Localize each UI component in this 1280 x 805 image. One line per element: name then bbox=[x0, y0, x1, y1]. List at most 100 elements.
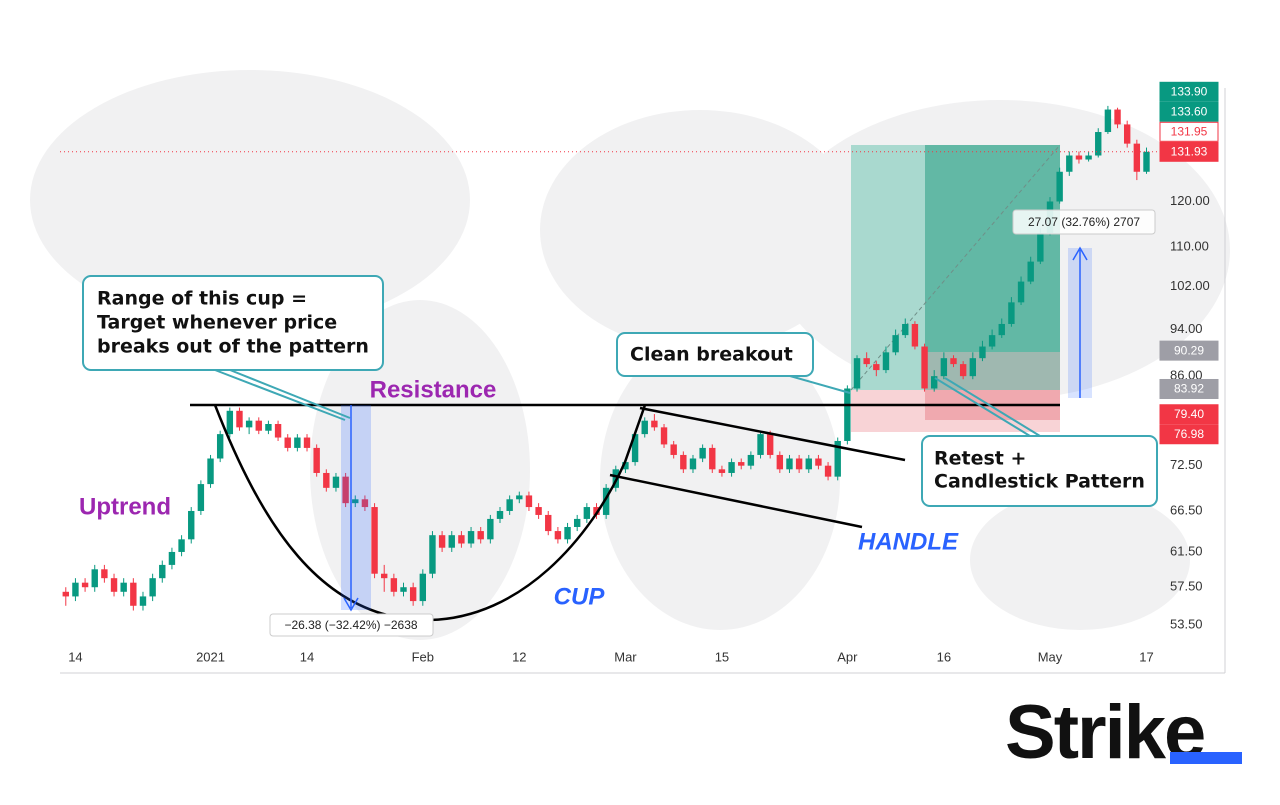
candle-body bbox=[882, 352, 890, 371]
candle-body bbox=[738, 462, 745, 466]
x-tick-label: Apr bbox=[837, 649, 858, 664]
candle-body bbox=[950, 358, 957, 365]
candle-body bbox=[940, 358, 948, 377]
callout-box bbox=[921, 435, 1158, 507]
candle-body bbox=[255, 420, 262, 431]
x-tick-label: 16 bbox=[937, 649, 951, 664]
candle-body bbox=[506, 499, 513, 511]
candle-body bbox=[274, 423, 282, 438]
candle-body bbox=[159, 564, 166, 579]
candle-body bbox=[1037, 233, 1044, 262]
callout-text: Clean breakout bbox=[630, 344, 793, 366]
candle-body bbox=[429, 535, 436, 574]
x-tick-label: Feb bbox=[412, 649, 434, 664]
price-label-box bbox=[1159, 81, 1219, 102]
candle-body bbox=[979, 346, 986, 359]
x-tick-label: Mar bbox=[614, 649, 637, 664]
candle-body bbox=[245, 420, 253, 428]
price-label: 76.98 bbox=[1174, 427, 1204, 441]
handle-lower bbox=[609, 473, 863, 529]
callout-pointer bbox=[944, 377, 1041, 437]
candle-body bbox=[593, 507, 600, 515]
candle-body bbox=[699, 447, 706, 459]
price-label: 133.90 bbox=[1171, 84, 1208, 98]
candle-body bbox=[1104, 109, 1112, 133]
candle-body bbox=[458, 535, 465, 544]
price-label: 83.92 bbox=[1174, 382, 1204, 396]
candle-body bbox=[168, 551, 176, 565]
candle-body bbox=[120, 582, 127, 592]
candle-body bbox=[342, 476, 349, 504]
candle-body bbox=[323, 472, 330, 488]
candle-body bbox=[81, 582, 89, 588]
candle-body bbox=[651, 420, 658, 428]
y-tick-label: 94.00 bbox=[1170, 321, 1203, 336]
callout-pointer bbox=[789, 375, 851, 394]
candle-body bbox=[709, 447, 716, 470]
candle-body bbox=[670, 444, 677, 455]
candles bbox=[62, 105, 1150, 611]
price-label: 79.40 bbox=[1174, 407, 1204, 421]
candle-body bbox=[969, 358, 977, 377]
logo-accent bbox=[1170, 752, 1242, 764]
candle-body bbox=[525, 495, 533, 508]
candle-body bbox=[583, 507, 591, 519]
callout-text: Target whenever price bbox=[97, 312, 337, 334]
price-label-box bbox=[1159, 340, 1219, 361]
price-label: 131.93 bbox=[1171, 144, 1208, 158]
candle-body bbox=[805, 458, 812, 470]
candle-body bbox=[824, 465, 832, 477]
callout-text: breaks out of the pattern bbox=[97, 336, 369, 358]
y-tick-label: 110.00 bbox=[1170, 239, 1209, 254]
target-zone-gray bbox=[925, 352, 1060, 390]
candle-body bbox=[718, 469, 726, 473]
candle-body bbox=[680, 454, 687, 470]
candle-body bbox=[602, 487, 610, 515]
price-label: 90.29 bbox=[1174, 343, 1204, 357]
candle-body bbox=[873, 364, 880, 371]
candle-body bbox=[747, 454, 755, 466]
candle-body bbox=[110, 578, 118, 592]
y-tick-label: 72.50 bbox=[1170, 457, 1203, 472]
position-tool bbox=[850, 144, 1061, 432]
candle-body bbox=[149, 578, 156, 597]
candle-body bbox=[564, 526, 571, 540]
candle-body bbox=[303, 437, 311, 448]
candle-body bbox=[294, 437, 301, 448]
candle-body bbox=[622, 462, 629, 470]
x-tick-label: 14 bbox=[300, 649, 314, 664]
candle-body bbox=[265, 423, 272, 431]
y-tick-label: 57.50 bbox=[1170, 579, 1203, 594]
candle-body bbox=[207, 458, 214, 485]
price-label-box bbox=[1159, 404, 1219, 425]
x-tick-label: 15 bbox=[715, 649, 729, 664]
price-label-box bbox=[1159, 121, 1219, 142]
candle-body bbox=[62, 591, 69, 597]
price-label-box bbox=[1159, 141, 1219, 162]
y-tick-label: 120.00 bbox=[1170, 193, 1210, 208]
candle-body bbox=[188, 510, 195, 540]
candle-body bbox=[892, 335, 899, 353]
candle-body bbox=[1095, 132, 1102, 156]
callout-pointer bbox=[934, 377, 1031, 437]
price-label-box bbox=[1159, 424, 1219, 445]
candle-body bbox=[236, 410, 243, 428]
candle-body bbox=[313, 447, 320, 473]
candle-body bbox=[1123, 124, 1131, 144]
candle-body bbox=[438, 535, 446, 548]
candle-body bbox=[631, 434, 639, 463]
candle-body bbox=[1027, 261, 1034, 282]
y-tick-label: 53.50 bbox=[1170, 616, 1203, 631]
candle-body bbox=[931, 376, 938, 389]
handle-label: HANDLE bbox=[858, 528, 959, 555]
candle-body bbox=[352, 499, 359, 504]
price-label: 131.95 bbox=[1171, 124, 1208, 138]
candle-body bbox=[1017, 281, 1025, 303]
y-tick-label: 66.50 bbox=[1170, 502, 1203, 517]
cup-label: CUP bbox=[554, 583, 606, 610]
measure-label: −26.38 (−32.42%) −2638 bbox=[284, 618, 417, 632]
measure-arrowhead bbox=[1072, 246, 1088, 261]
candle-body bbox=[1066, 155, 1073, 172]
candle-body bbox=[844, 388, 851, 441]
callouts: Range of this cup = Target whenever pric… bbox=[82, 275, 1158, 507]
